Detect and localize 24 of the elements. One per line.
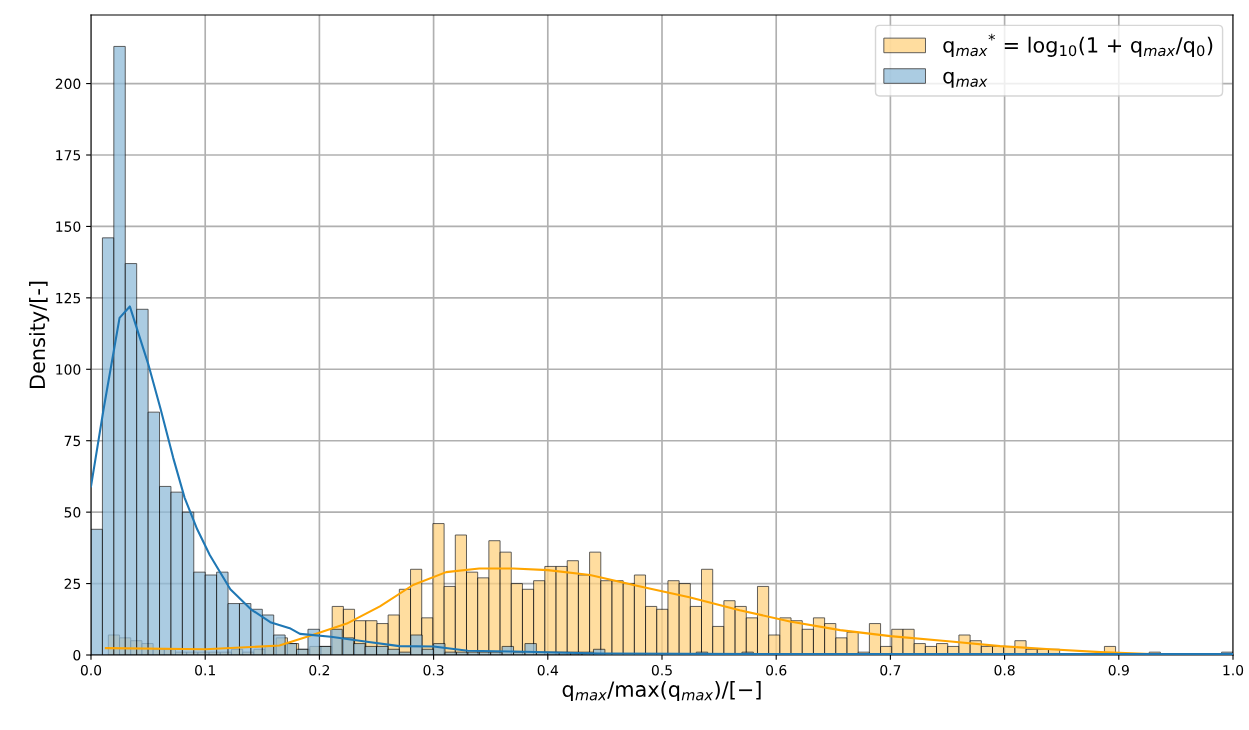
- x-tick-label: 0.4: [537, 664, 559, 676]
- x-tick-label: 0.0: [80, 664, 102, 676]
- y-tick-label: 200: [55, 78, 81, 90]
- x-tick-label: 0.8: [994, 664, 1015, 676]
- x-tick-label: 0.2: [309, 664, 330, 676]
- y-tick-label: 25: [64, 578, 81, 590]
- y-tick-label: 0: [73, 649, 81, 661]
- x-tick-label: 0.9: [1108, 664, 1129, 676]
- x-tick-label: 0.5: [651, 664, 672, 676]
- y-tick-label: 175: [56, 150, 81, 161]
- x-tick-label: 0.6: [766, 664, 787, 676]
- y-tick-label: 75: [64, 435, 81, 447]
- y-axis-title: Density/[-]: [29, 281, 50, 388]
- x-tick-label: 1.0: [1223, 664, 1244, 676]
- legend-label: q$_{max}$: [943, 71, 988, 88]
- text: q$_{max}$$^{*}$ = log$_{10}$(1 + q$_{max}$/q$_{0}$): [943, 33, 1213, 57]
- x-tick-label: 0.3: [423, 664, 444, 676]
- x-axis-title: q$_{max}$/max(q$_{max}$)/[−]: [562, 680, 761, 702]
- x-tick-label: 0.1: [195, 664, 215, 676]
- y-tick-label: 50: [64, 507, 81, 518]
- y-tick-label: 125: [56, 292, 81, 304]
- x-tick-label: 0.7: [880, 664, 901, 676]
- y-tick-label: 150: [56, 221, 81, 232]
- y-tick-label: 100: [56, 364, 81, 375]
